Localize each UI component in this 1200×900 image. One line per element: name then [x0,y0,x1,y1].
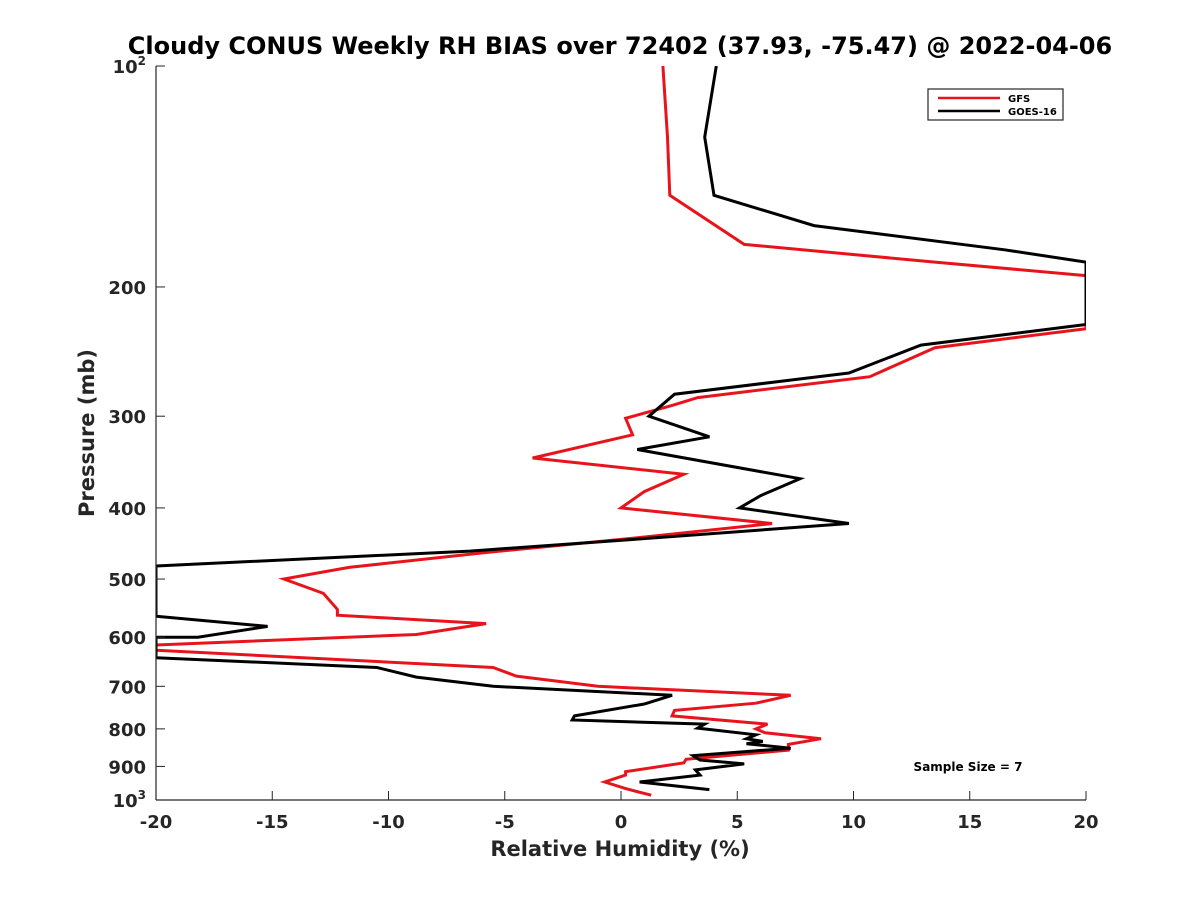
x-tick-label: -15 [256,812,289,833]
x-tick-label: 20 [1073,812,1098,833]
y-tick-label: 200 [108,278,146,299]
chart-title: Cloudy CONUS Weekly RH BIAS over 72402 (… [128,32,1112,60]
y-tick-label: 700 [108,677,146,698]
y-axis-label: Pressure (mb) [75,349,99,517]
y-tick-label: 300 [108,407,146,428]
sample-size-annotation: Sample Size = 7 [914,760,1023,774]
x-tick-label: 10 [841,812,866,833]
y-tick-label: 400 [108,499,146,520]
x-tick-label: -20 [140,812,173,833]
y-tick-label: 500 [108,570,146,591]
series-layer [156,66,1086,797]
y-tick-label: 800 [108,720,146,741]
x-tick-label: -10 [372,812,405,833]
series-line-goes-16 [156,66,1086,792]
legend-label: GFS [1008,94,1030,105]
x-tick-label: -5 [495,812,515,833]
legend-label: GOES-16 [1008,107,1057,118]
x-axis-label: Relative Humidity (%) [490,837,749,861]
y-tick-label: 102 [113,54,146,78]
legend-box [927,88,1064,121]
x-tick-label: 0 [615,812,628,833]
legend: GFS GOES-16 [927,88,1064,121]
x-tick-label: 15 [957,812,982,833]
series-line-gfs [156,66,1086,797]
y-tick-label: 900 [108,757,146,778]
y-tick-label: 600 [108,628,146,649]
y-tick-label: 103 [113,788,146,812]
axes-layer: -20 -15 -10 -5 0 5 10 15 20 102 200 300 400 500 600 700… [108,54,1098,833]
x-tick-label: 5 [731,812,744,833]
